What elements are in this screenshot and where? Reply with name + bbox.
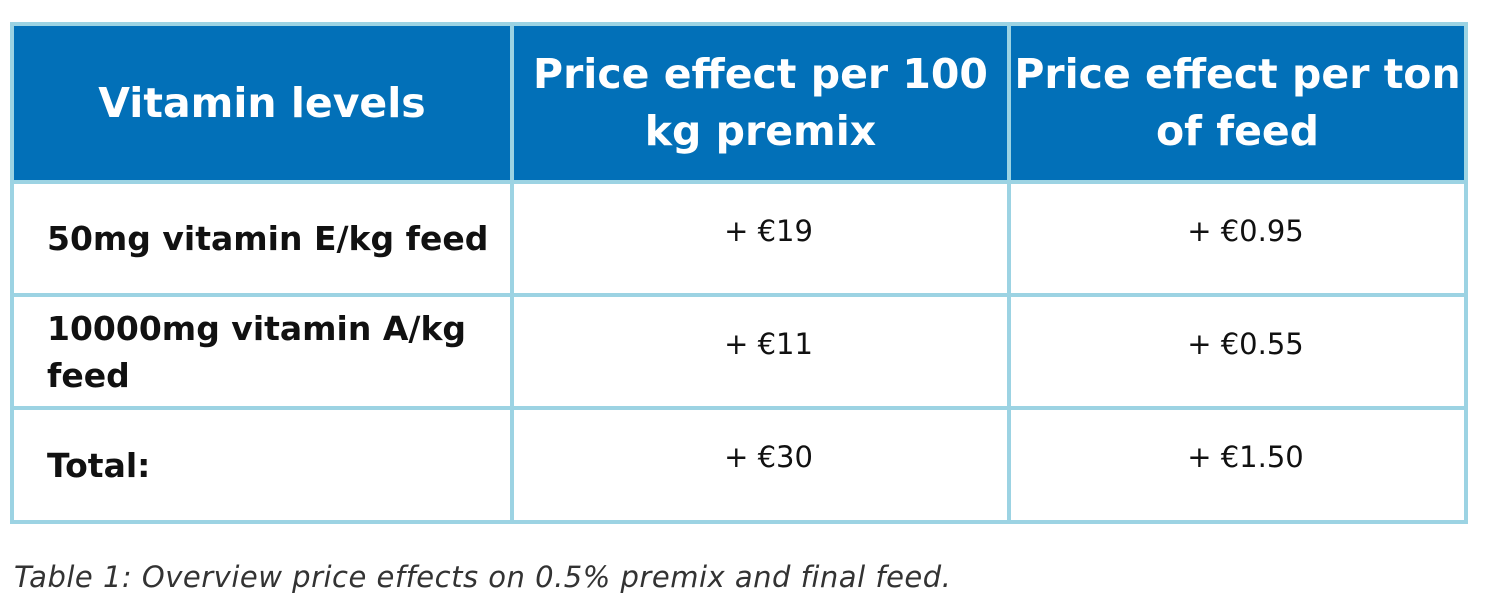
header-price-per-ton-feed: Price effect per ton of feed — [1007, 22, 1468, 184]
cell-total-per-100kg-premix: + €30 — [510, 406, 1011, 524]
cell-per-100kg-premix: + €11 — [510, 293, 1011, 410]
table-caption: Table 1: Overview price effects on 0.5% … — [14, 560, 952, 594]
table-row: 50mg vitamin E/kg feed + €19 + €0.95 — [10, 180, 1468, 297]
header-price-per-100kg-premix: Price effect per 100 kg premix — [510, 22, 1011, 184]
cell-total-per-ton-feed: + €1.50 — [1007, 406, 1468, 524]
cell-per-100kg-premix: + €19 — [510, 180, 1011, 297]
price-effects-table: Vitamin levels Price effect per 100 kg p… — [10, 22, 1468, 524]
header-vitamin-levels: Vitamin levels — [10, 22, 514, 184]
row-label-text: 50mg vitamin E/kg feed — [47, 219, 489, 258]
cell-per-ton-feed: + €0.55 — [1007, 293, 1468, 410]
row-label-text: Total: — [47, 445, 151, 485]
cell-per-ton-feed: + €0.95 — [1007, 180, 1468, 297]
row-label-total: Total: — [10, 406, 514, 524]
table-row-total: Total: + €30 + €1.50 — [10, 406, 1468, 524]
table-header-row: Vitamin levels Price effect per 100 kg p… — [10, 22, 1468, 184]
table-row: 10000mg vitamin A/kg feed + €11 + €0.55 — [10, 293, 1468, 410]
row-label-vitamin-a: 10000mg vitamin A/kg feed — [10, 293, 514, 410]
row-label-vitamin-e: 50mg vitamin E/kg feed — [10, 180, 514, 297]
row-label-text: 10000mg vitamin A/kg feed — [47, 308, 467, 395]
